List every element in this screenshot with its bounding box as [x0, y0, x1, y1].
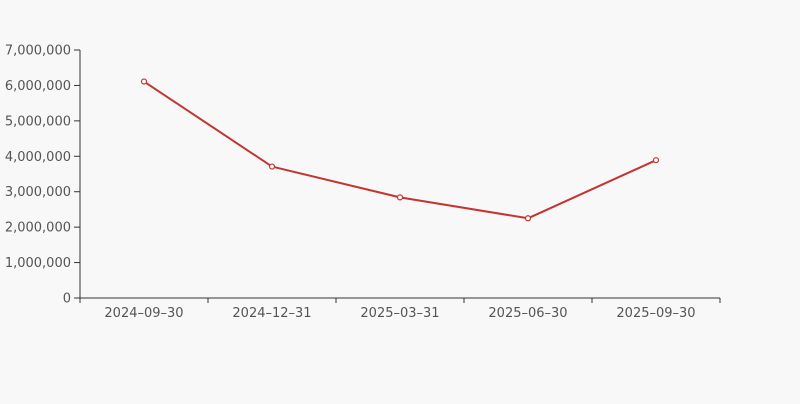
- data-point-marker[interactable]: [140, 78, 148, 85]
- data-point-marker[interactable]: [268, 163, 276, 170]
- y-axis-tick-label: 5,000,000: [5, 114, 71, 129]
- data-point-marker[interactable]: [396, 194, 404, 201]
- data-point-marker[interactable]: [652, 157, 660, 164]
- data-point-marker[interactable]: [524, 215, 532, 222]
- y-axis-tick-label: 4,000,000: [5, 150, 71, 165]
- x-axis-tick-label: 2024–09–30: [104, 306, 183, 321]
- x-axis-tick-label: 2025–03–31: [360, 306, 439, 321]
- y-axis-tick-label: 1,000,000: [5, 256, 71, 271]
- x-axis-tick-label: 2024–12–31: [232, 306, 311, 321]
- y-axis-tick-label: 7,000,000: [5, 44, 71, 59]
- y-axis-tick-label: 2,000,000: [5, 221, 71, 236]
- y-axis-tick-label: 3,000,000: [5, 185, 71, 200]
- x-axis-tick-label: 2025–09–30: [616, 306, 695, 321]
- y-axis-tick-label: 6,000,000: [5, 79, 71, 94]
- x-axis-tick-label: 2025–06–30: [488, 306, 567, 321]
- y-axis-tick-label: 0: [63, 292, 71, 307]
